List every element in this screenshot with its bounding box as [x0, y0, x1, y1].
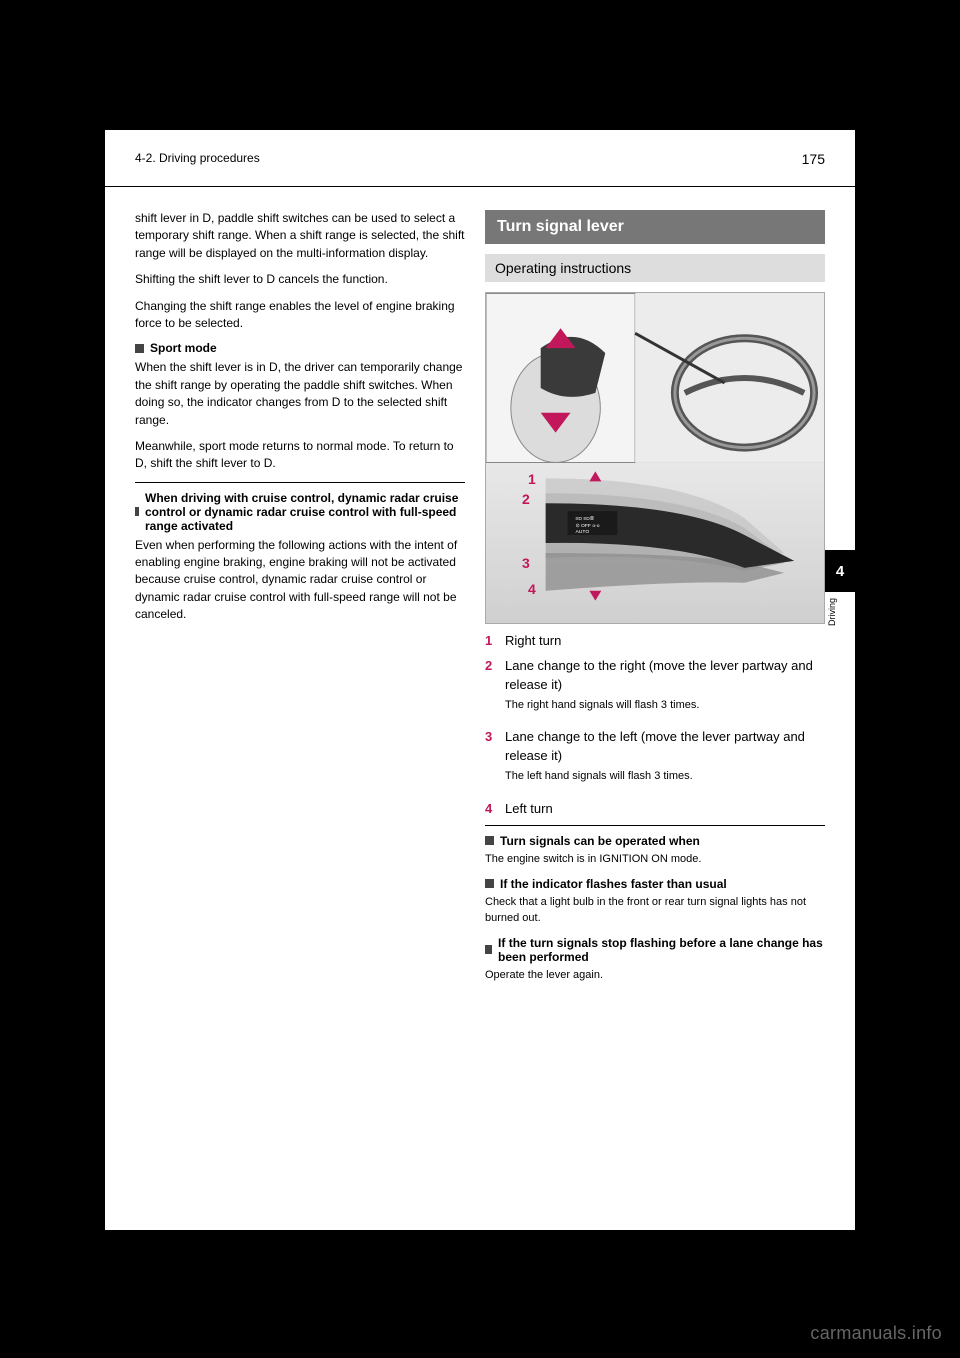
- right-column: Turn signal lever Operating instructions: [485, 210, 825, 993]
- page-number: 175: [802, 151, 825, 167]
- note-0-head-text: Turn signals can be operated when: [500, 834, 700, 848]
- item-2: Lane change to the right (move the lever…: [505, 657, 825, 695]
- lever-num-3: 3: [522, 555, 530, 571]
- lever-num-1: 1: [528, 471, 536, 487]
- svg-text:AUTO: AUTO: [575, 529, 589, 535]
- square-bullet-icon: [135, 507, 139, 516]
- item-3: Lane change to the left (move the lever …: [505, 728, 825, 766]
- note-1-body: Check that a light bulb in the front or …: [485, 895, 825, 927]
- left-para-1: Shifting the shift lever to D cancels th…: [135, 271, 465, 288]
- numbered-list: 1 Right turn 2 Lane change to the right …: [485, 632, 825, 819]
- illustration-upper: ≡D ≡D≣ ⊙ OFF o-o AUTO 1 2 3 4: [485, 292, 825, 624]
- note-2-head: If the turn signals stop flashing before…: [485, 936, 825, 964]
- item-2-note: The right hand signals will flash 3 time…: [505, 698, 825, 714]
- left-column: shift lever in D, paddle shift switches …: [135, 210, 465, 633]
- square-bullet-icon: [485, 879, 494, 888]
- left-para-2: Changing the shift range enables the lev…: [135, 298, 465, 333]
- tab-label: Driving: [827, 598, 853, 626]
- note-2-body: Operate the lever again.: [485, 968, 825, 984]
- cruise-note-body: Even when performing the following actio…: [135, 537, 465, 624]
- sport-intro: When the shift lever is in D, the driver…: [135, 359, 465, 429]
- item-1: Right turn: [505, 632, 561, 651]
- num-3: 3: [485, 728, 497, 794]
- note-2-head-text: If the turn signals stop flashing before…: [498, 936, 825, 964]
- lever-num-2: 2: [522, 491, 530, 507]
- svg-text:⊙ OFF o-o: ⊙ OFF o-o: [575, 523, 599, 529]
- square-bullet-icon: [135, 344, 144, 353]
- note-1-head-text: If the indicator flashes faster than usu…: [500, 877, 727, 891]
- sport-mode-heading: Sport mode: [135, 341, 465, 355]
- num-4: 4: [485, 800, 497, 819]
- divider: [135, 482, 465, 483]
- square-bullet-icon: [485, 945, 492, 954]
- sport-note: Meanwhile, sport mode returns to normal …: [135, 438, 465, 473]
- tab-number: 4: [836, 563, 844, 580]
- chapter-label: 4-2. Driving procedures: [135, 151, 260, 165]
- sport-mode-label: Sport mode: [150, 341, 217, 355]
- item-4: Left turn: [505, 800, 553, 819]
- section-title: Turn signal lever: [485, 210, 825, 244]
- num-1: 1: [485, 632, 497, 651]
- num-2: 2: [485, 657, 497, 723]
- left-para-0: shift lever in D, paddle shift switches …: [135, 210, 465, 262]
- section-tab: 4: [825, 550, 855, 592]
- divider: [485, 825, 825, 826]
- note-1-head: If the indicator flashes faster than usu…: [485, 877, 825, 891]
- item-3-note: The left hand signals will flash 3 times…: [505, 769, 825, 785]
- square-bullet-icon: [485, 836, 494, 845]
- note-0-head: Turn signals can be operated when: [485, 834, 825, 848]
- cruise-note-head-text: When driving with cruise control, dynami…: [145, 491, 465, 533]
- watermark: carmanuals.info: [810, 1323, 942, 1344]
- lever-num-4: 4: [528, 581, 536, 597]
- note-0-body: The engine switch is in IGNITION ON mode…: [485, 852, 825, 868]
- subsection-title: Operating instructions: [485, 254, 825, 282]
- cruise-note-heading: When driving with cruise control, dynami…: [135, 491, 465, 533]
